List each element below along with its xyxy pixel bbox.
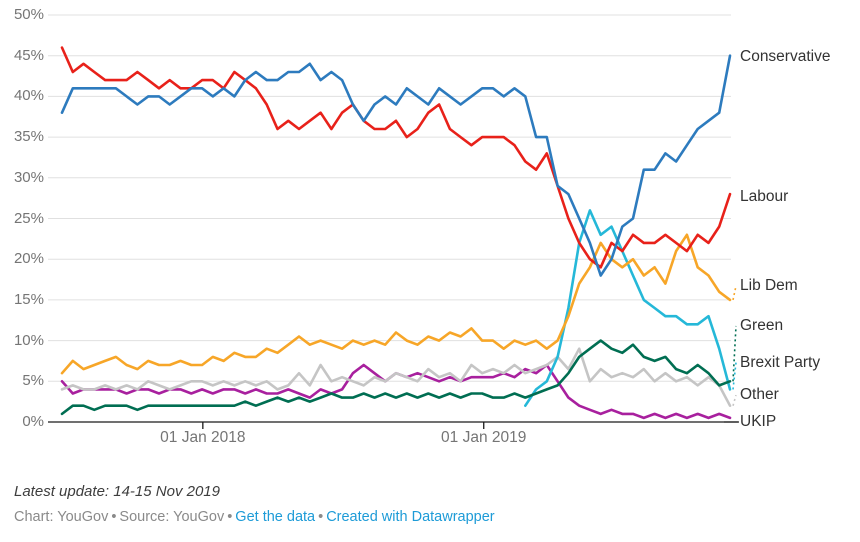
y-axis-tick-label: 15% bbox=[13, 290, 44, 308]
label-leader-line bbox=[732, 285, 737, 301]
y-axis-tick-label: 45% bbox=[13, 46, 44, 64]
chart-credit: Chart: YouGov bbox=[14, 509, 109, 525]
series-line-labour bbox=[60, 46, 732, 269]
series-label-conservative: Conservative bbox=[740, 48, 831, 66]
y-axis-tick-label: 30% bbox=[13, 168, 44, 186]
series-line-lib-dem bbox=[60, 233, 732, 375]
y-axis-tick-label: 0% bbox=[22, 413, 44, 430]
series-label-brexit-party: Brexit Party bbox=[740, 353, 821, 371]
y-axis-tick-label: 10% bbox=[13, 331, 44, 349]
latest-update-note: Latest update: 14-15 Nov 2019 bbox=[14, 483, 220, 500]
y-axis-tick-label: 35% bbox=[13, 128, 44, 146]
get-the-data-link[interactable]: Get the data bbox=[235, 509, 316, 525]
series-label-lib-dem: Lib Dem bbox=[740, 277, 798, 295]
x-axis-tick-label-jan-2018: 01 Jan 2018 bbox=[160, 429, 246, 446]
y-axis-tick-label: 5% bbox=[22, 372, 44, 390]
series-label-other: Other bbox=[740, 386, 779, 404]
series-label-green: Green bbox=[740, 316, 784, 334]
series-line-other bbox=[60, 347, 732, 408]
created-with-datawrapper-link[interactable]: Created with Datawrapper bbox=[326, 509, 495, 525]
y-axis-tick-label: 25% bbox=[13, 209, 44, 227]
separator-dot: • bbox=[318, 509, 324, 525]
series-line-green bbox=[60, 339, 732, 416]
chart-plot-area bbox=[48, 14, 739, 429]
y-axis-tick-label: 20% bbox=[13, 250, 44, 268]
label-leader-line bbox=[732, 325, 737, 382]
x-axis-tick-label-jan-2019: 01 Jan 2019 bbox=[441, 429, 527, 446]
series-label-labour: Labour bbox=[740, 188, 789, 206]
credits-line: Chart: YouGov • Source: YouGov • Get the dat… bbox=[14, 509, 495, 525]
series-label-ukip: UKIP bbox=[740, 413, 777, 430]
source-credit: Source: YouGov bbox=[119, 509, 225, 525]
separator-dot: • bbox=[111, 509, 117, 525]
separator-dot: • bbox=[227, 509, 233, 525]
y-axis-tick-label: 50% bbox=[13, 6, 44, 23]
series-line-conservative bbox=[60, 54, 732, 277]
y-axis-tick-label: 40% bbox=[13, 87, 44, 105]
label-leader-line bbox=[732, 394, 737, 406]
